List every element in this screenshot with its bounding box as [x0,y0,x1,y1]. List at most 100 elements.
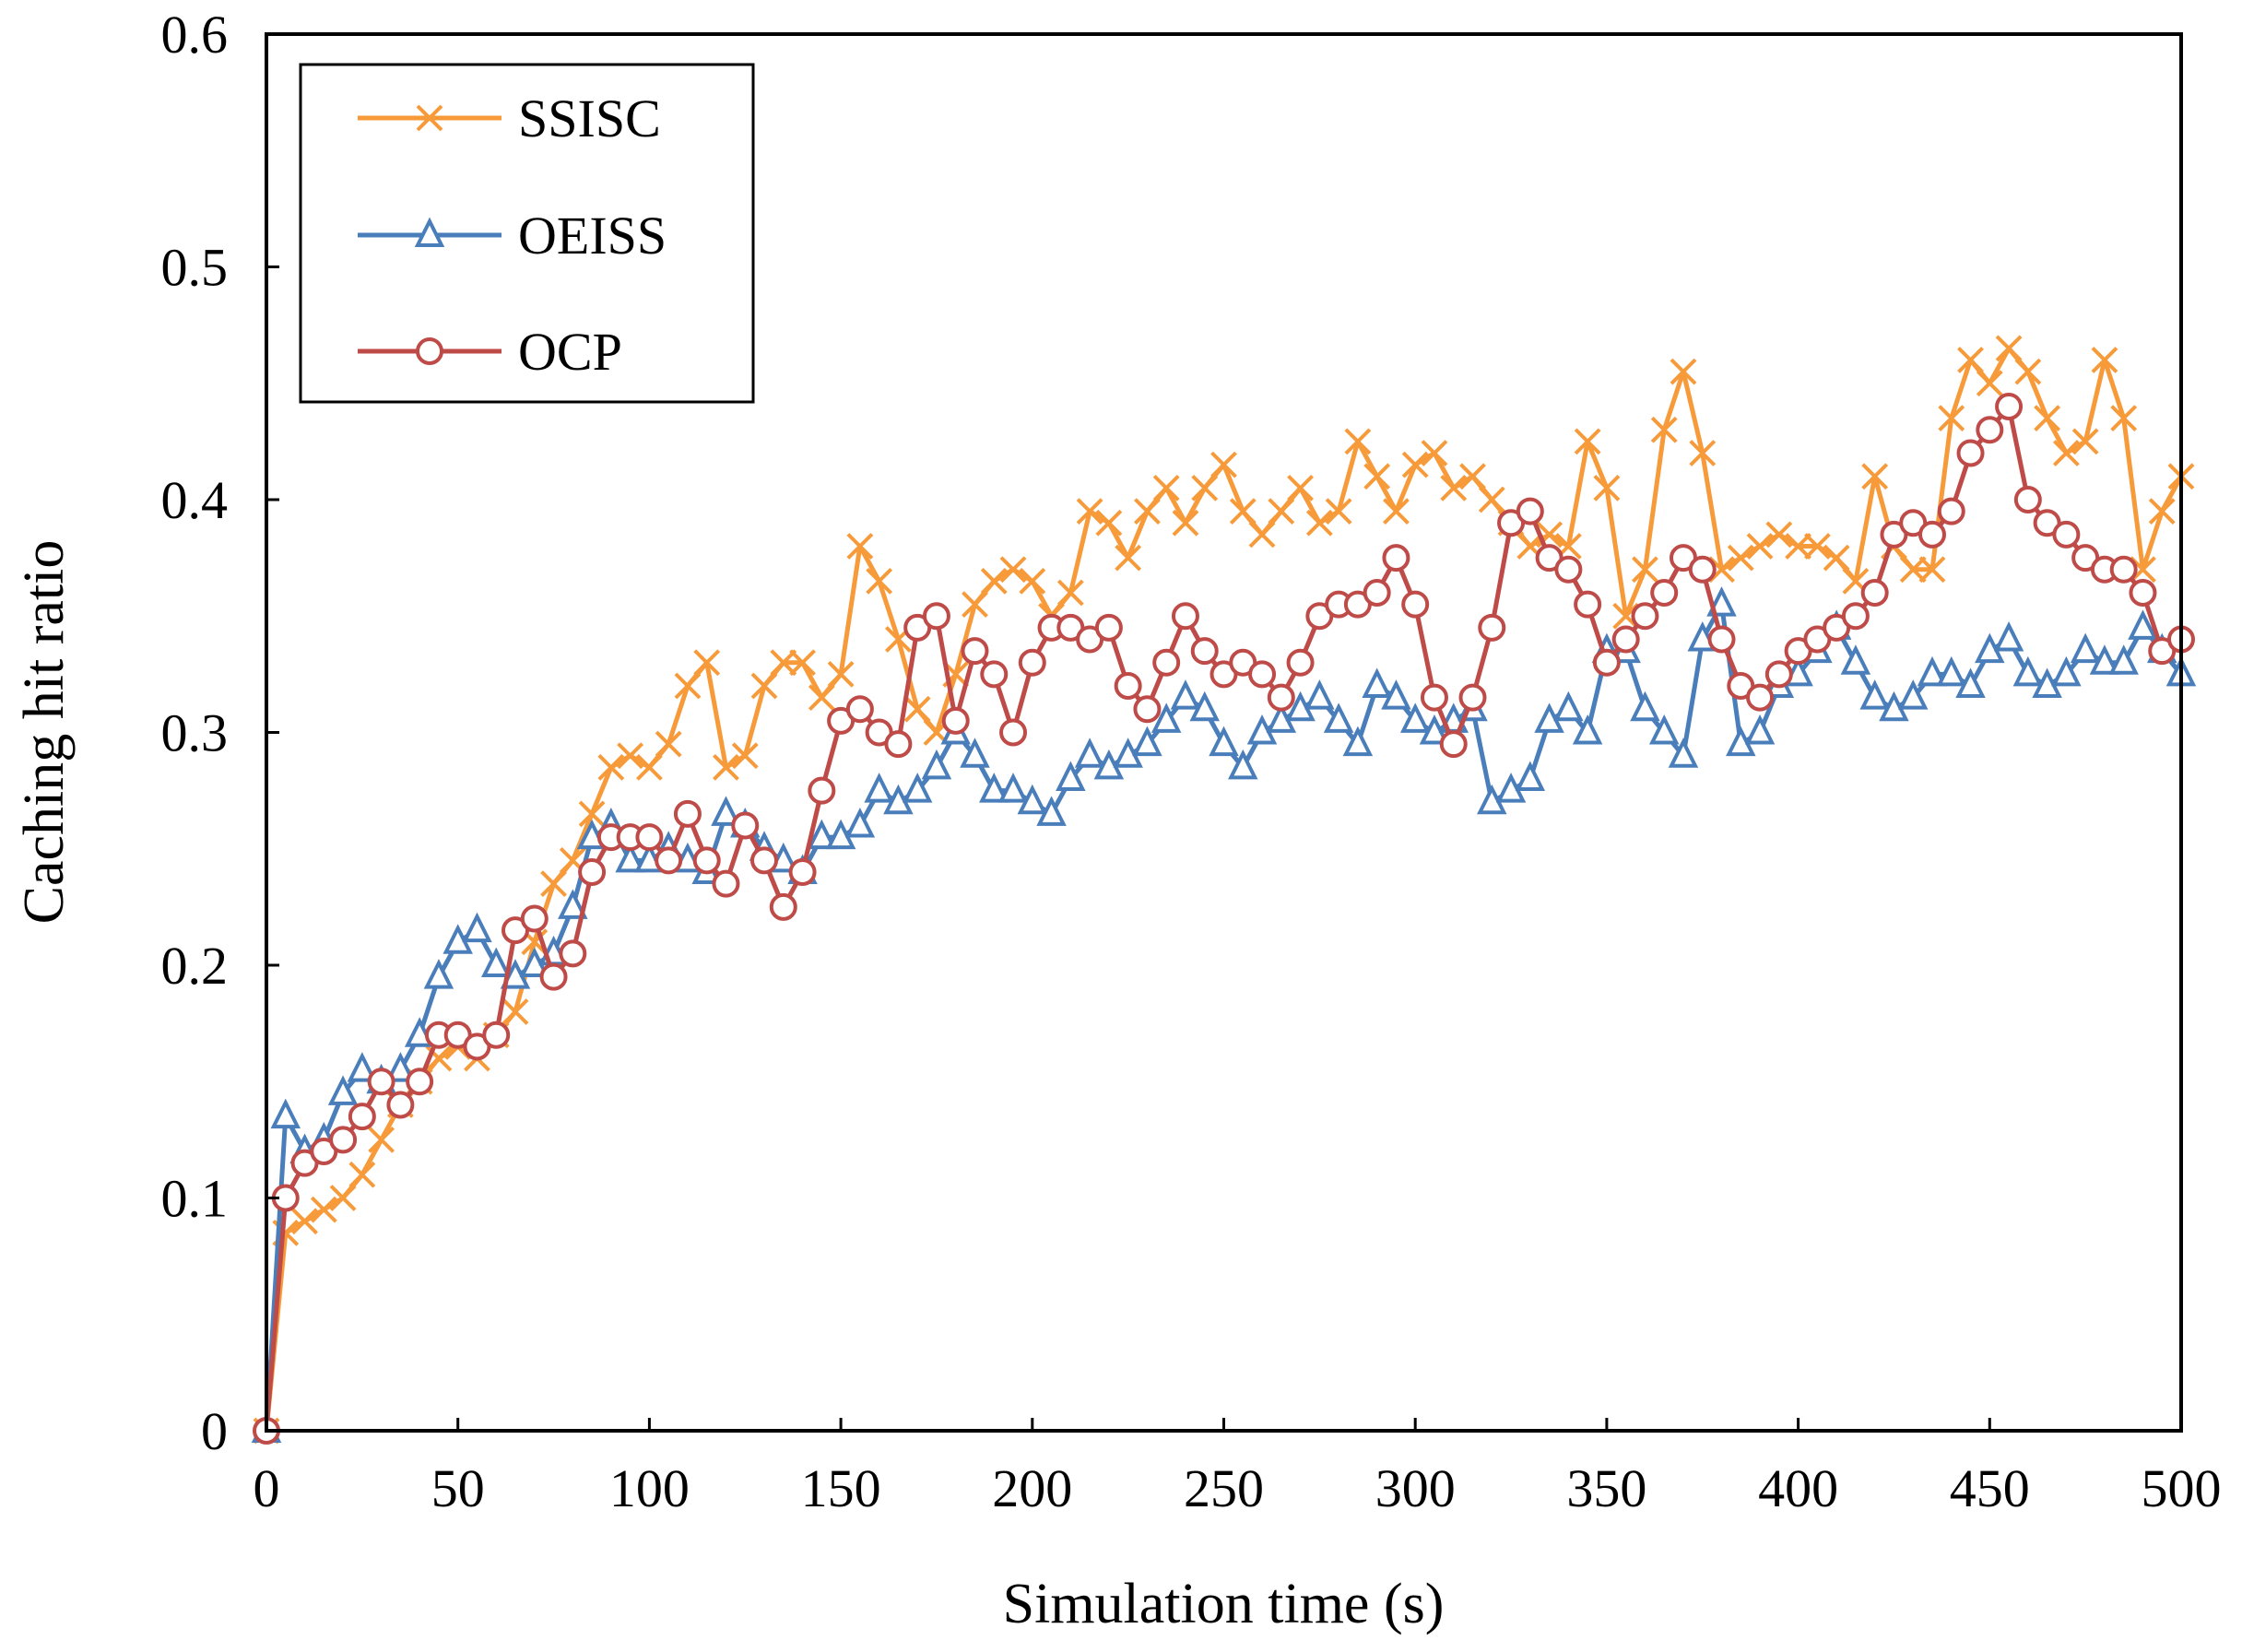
data-point-ocp [1631,602,1659,631]
data-point-oeiss [1515,761,1546,791]
data-point-oeiss [1056,761,1086,791]
data-point-ocp [2129,579,2157,607]
data-point-oeiss [1323,702,1354,733]
data-point-ocp [1650,579,1679,607]
data-point-ssisc-stroke-b [713,753,739,781]
data-point-ssisc-stroke-b [1268,498,1295,525]
data-point-oeiss [2012,655,2044,687]
data-point-ssisc-stroke-b [2052,440,2080,466]
data-point-ssisc-stroke-b [635,753,663,781]
data-point-ssisc [2110,405,2138,432]
y-tick-label: 0.6 [161,5,229,65]
data-point-ssisc-stroke-b [1440,474,1468,502]
data-point-ssisc [2014,358,2042,385]
data-point-ssisc-stroke-b [1823,544,1850,572]
data-point-ssisc-stroke-b [1632,556,1658,584]
data-point-ssisc-stroke-b [617,742,644,770]
data-point-ocp [712,869,740,898]
data-point-oeiss [1706,586,1737,617]
data-point-ocp [520,904,549,933]
data-point-ssisc-stroke-b [559,846,586,874]
data-point-ssisc [617,742,644,770]
data-point-oeiss [1744,714,1776,745]
y-tick-label: 0.2 [161,936,229,996]
data-point-oeiss [1362,667,1392,698]
x-tick-label: 250 [1184,1458,1264,1518]
data-point-oeiss [2051,655,2082,687]
data-point-ocp [348,1103,376,1131]
data-point-ocp [2013,486,2042,513]
data-point-ssisc-stroke-b [1593,474,1621,502]
x-tick-label: 150 [801,1458,881,1518]
data-point-ssisc-stroke-b [1325,498,1352,525]
data-point-ocp [578,858,607,886]
legend-marker-ocp [416,337,443,365]
data-point-oeiss [347,1052,378,1082]
data-point-ocp [1918,520,1946,549]
data-point-ssisc [1305,509,1333,537]
legend-entry-oeiss: OEISS [358,206,667,266]
data-point-oeiss [1132,726,1162,757]
data-point-ocp [922,602,950,631]
x-tick-label: 350 [1566,1458,1646,1518]
data-point-oeiss [615,842,645,873]
data-point-ssisc [2034,405,2061,432]
data-point-ssisc [1995,335,2023,362]
data-point-ssisc-stroke-b [1421,440,1448,466]
data-point-oeiss [2128,609,2158,640]
x-tick-label: 200 [992,1458,1072,1518]
data-point-ssisc [1344,428,1372,455]
tick-labels-layer: 0 50 100 150 200 250 300 350 400 450 500 0 0.1 0.2 0.3… [161,5,2222,1518]
data-point-ssisc [1248,521,1276,549]
data-point-oeiss [1917,655,1948,687]
data-point-ssisc-stroke-b [502,998,529,1025]
legend-marker-oeiss [414,217,445,247]
data-point-ssisc [750,672,778,700]
data-point-oeiss [902,773,933,803]
data-point-ocp [1018,648,1046,677]
data-point-ssisc [1440,474,1468,502]
data-point-ocp [731,811,760,840]
data-point-ssisc [731,742,759,770]
data-point-ssisc-stroke-b [655,730,682,758]
data-point-ssisc [1095,509,1123,537]
data-point-ssisc-stroke-b [1191,474,1219,502]
data-point-ssisc-stroke-b [310,1196,337,1223]
data-point-oeiss [1170,679,1201,710]
data-point-oeiss [844,808,876,838]
data-point-ocp [1976,416,2004,444]
data-point-ocp [1841,602,1870,631]
data-point-ssisc [846,533,874,560]
data-point-ssisc [1976,370,2003,397]
data-point-ocp [539,962,568,991]
data-point-ocp [1458,683,1487,712]
data-point-ocp [1248,660,1277,689]
data-point-ssisc-stroke-b [750,672,778,700]
data-point-ocp [1554,555,1583,584]
legend-label: OEISS [518,206,667,266]
data-point-ssisc-stroke-b [1765,521,1793,549]
data-point-ssisc [866,567,893,595]
data-point-oeiss [921,749,952,780]
data-point-oeiss [979,773,1009,803]
data-point-ocp [1286,648,1315,677]
ticks-layer [265,32,2183,1433]
legend-entry-ssisc: SSISC [358,88,661,148]
data-point-ssisc-stroke-b [291,1208,318,1235]
data-point-ocp [673,799,702,828]
data-point-ssisc-stroke-b [1938,405,1965,432]
data-point-oeiss [1553,690,1584,722]
data-point-ssisc [1401,451,1429,478]
data-point-oeiss [1648,714,1680,745]
data-point-ssisc [502,998,529,1025]
data-point-ssisc [1115,544,1142,572]
data-point-ssisc [1957,347,1984,373]
data-point-ssisc-stroke-b [1785,533,1812,560]
data-point-oeiss [1668,738,1699,768]
data-point-ssisc-stroke-b [1401,451,1429,478]
x-tick-label: 300 [1375,1458,1456,1518]
data-point-ssisc-stroke-b [962,591,988,619]
data-point-ocp [1592,648,1621,677]
data-point-ocp [1860,579,1889,607]
data-point-oeiss [1840,644,1871,675]
